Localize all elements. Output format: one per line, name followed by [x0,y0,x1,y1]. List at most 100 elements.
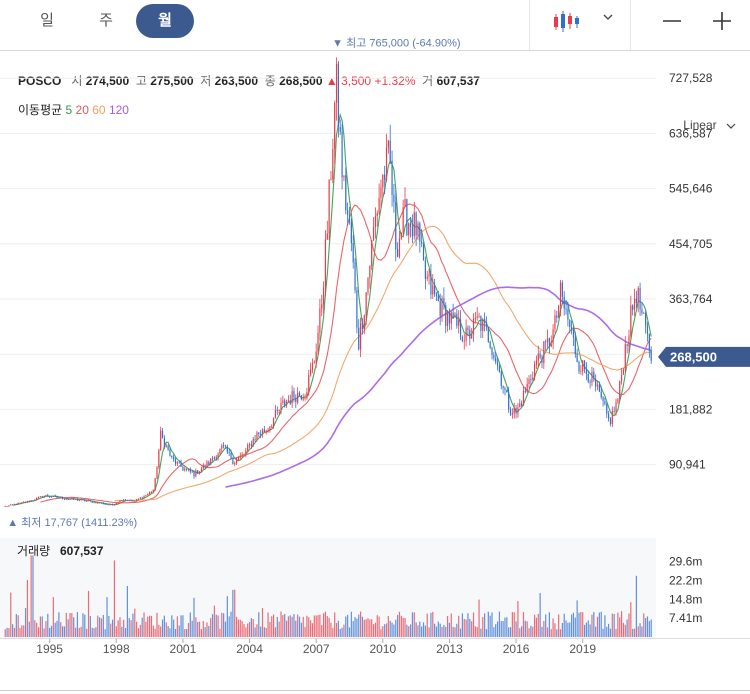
volume-bar [221,612,223,637]
candle-body [467,327,469,330]
candle-body [230,452,232,460]
volume-bar [565,620,567,637]
volume-bar [441,626,443,637]
time-tick-label: 2004 [236,642,263,656]
chevron-down-icon[interactable] [602,12,614,22]
candle-body [297,392,299,403]
volume-bar [145,621,147,637]
zoom-out-icon[interactable] [661,10,683,32]
volume-bar [26,579,29,637]
volume-bar [541,626,543,637]
candlestick-icon[interactable] [552,8,580,34]
tab-monthly[interactable]: 월 [136,4,194,38]
low-value: 263,500 [214,74,259,88]
candle-body [385,147,388,180]
volume-bar [304,626,306,637]
candle-body [189,469,191,472]
volume-bar [322,613,325,637]
volume-bar [432,611,434,637]
candle-body [93,501,95,503]
candle-body [160,430,162,450]
volume-bar [78,627,80,637]
candle-body [613,410,615,412]
candle-body [285,401,288,406]
close-value: 268,500 [279,74,323,88]
candle-body [80,499,82,501]
candle-body [41,496,43,498]
candlestick-series [4,57,652,507]
volume-bar [313,615,315,637]
candle-body [541,357,543,363]
volume-bar [195,617,197,637]
volume-bar [223,613,225,637]
tab-daily[interactable]: 일 [40,12,54,29]
volume-bar [443,624,445,637]
candle-body [630,305,632,336]
time-tick-label: 2013 [436,642,463,656]
candle-body [39,496,41,498]
volume-bar [404,618,406,637]
volume-bar [615,629,617,637]
volume-bar [143,612,145,637]
volume-bar [591,614,593,637]
candle-body [78,500,80,501]
candle-body [158,449,160,468]
candle-body [500,372,502,386]
candle-body [173,456,175,460]
volume-bar [450,613,452,637]
candle-body [54,495,56,497]
candle-body [124,499,127,501]
volume-bar [533,614,536,637]
candle-body [550,343,552,347]
volume-bar [424,625,426,637]
volume-bar [104,629,106,637]
volume-bar [461,613,463,637]
volume-bar [409,624,412,637]
volume-bar [260,626,262,637]
volume-bar [456,623,458,637]
candle-body [237,457,240,460]
candle-body [546,338,549,343]
candle-body [450,312,452,324]
candle-body [291,391,293,404]
zoom-in-icon[interactable] [711,10,733,32]
volume-bar [121,626,123,637]
candle-body [169,449,171,456]
volume-bar [61,626,64,637]
candle-body [306,392,308,399]
volume-bar [219,628,221,637]
candle-body [219,448,221,454]
volume-bar [234,589,236,637]
volume-bar [628,613,630,637]
candle-body [163,437,165,448]
candle-body [422,243,425,261]
volume-bar [506,617,508,637]
ma-60-label: 60 [92,103,106,117]
volume-bar [482,616,484,637]
candle-body [421,241,423,244]
tab-weekly[interactable]: 주 [99,12,113,29]
candle-body [365,292,367,316]
candle-body [424,260,426,279]
volume-bar [611,613,613,637]
candle-body [30,500,32,502]
volume-bar [58,612,60,637]
current-price-badge: 268,500 [658,346,750,367]
candle-body [543,341,545,363]
volume-bar [369,619,371,637]
chart-type-selector[interactable] [529,0,630,50]
volume-bar [593,612,595,637]
candle-body [324,239,327,288]
candle-body [319,308,321,333]
candle-body [465,327,467,341]
scale-selector[interactable]: Linear [683,118,736,132]
moving-average-lines [12,112,652,506]
volume-bar [589,624,591,637]
volume-bar [50,625,53,637]
volume-bar [263,627,265,637]
volume-bar [326,616,328,637]
candle-body [56,496,58,498]
candle-body [60,497,62,498]
candle-body [495,357,497,363]
chart-toolbar: 일 주 월 [0,0,750,51]
